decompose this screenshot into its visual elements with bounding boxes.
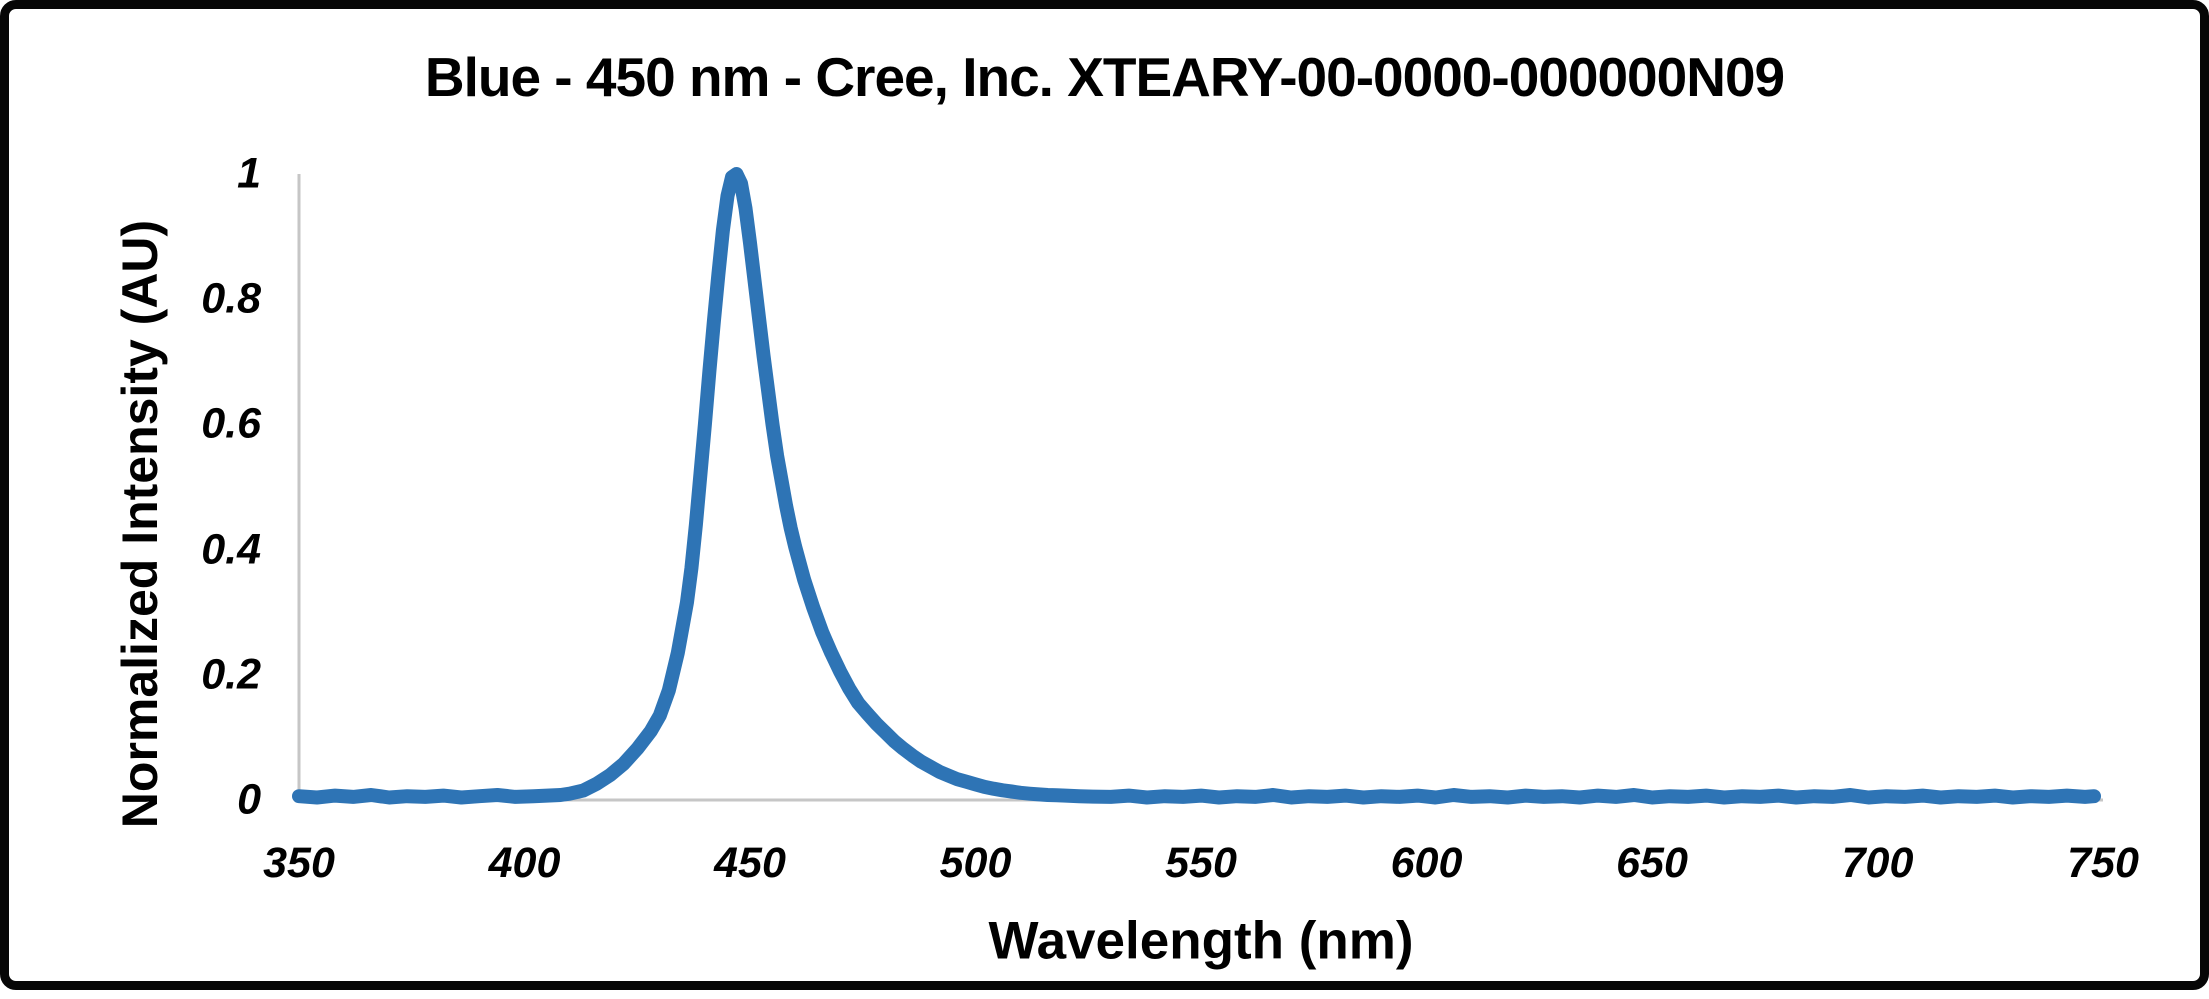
- spectrum-line: [292, 167, 2101, 805]
- chart-title: Blue - 450 nm - Cree, Inc. XTEARY-00-000…: [424, 46, 1785, 108]
- x-axis-title: Wavelength (nm): [988, 911, 1414, 971]
- plot-area: [292, 167, 2103, 805]
